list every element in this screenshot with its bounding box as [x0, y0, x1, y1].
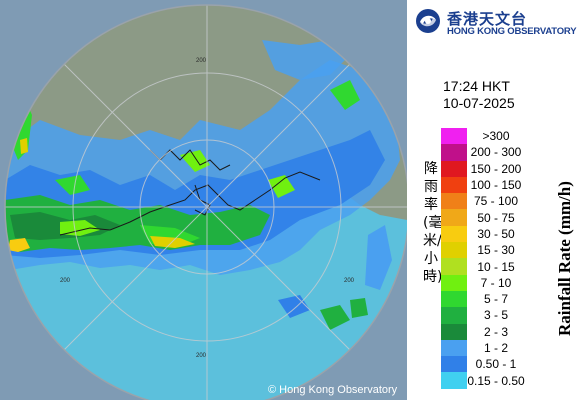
legend-label: 3 - 5	[483, 308, 508, 323]
radar-disk: 200 200 200 200	[5, 5, 407, 400]
legend-label: >300	[482, 129, 510, 144]
legend-swatch	[441, 242, 467, 259]
legend-swatch	[441, 225, 467, 243]
boundary-lines	[59, 149, 321, 236]
copyright-text: © Hong Kong Observatory	[268, 384, 398, 396]
hko-logo: 香港天文台 HONG KONG OBSERVATORY	[413, 6, 577, 40]
legend-label: 150 - 200	[470, 161, 522, 176]
range-rings	[5, 5, 407, 400]
legend-row: 75 - 100	[441, 193, 525, 210]
radar-rim	[4, 4, 407, 400]
radar-map: 200 200 200 200 © Hong Kong Observatory	[0, 0, 407, 400]
legend-title-english: Rainfall Rate (mm/h)	[555, 181, 574, 336]
legend-row: 2 - 3	[441, 323, 525, 340]
legend-row: 10 - 15	[441, 258, 525, 275]
legend-label: 15 - 30	[477, 243, 515, 258]
legend-row: 5 - 7	[441, 290, 525, 308]
legend-label: 7 - 10	[480, 275, 512, 290]
radar-map-canvas: 200 200 200 200	[4, 4, 407, 400]
legend-label: 200 - 300	[470, 145, 522, 160]
legend-panel: 香港天文台 HONG KONG OBSERVATORY 17:24 HKT 10…	[407, 0, 577, 400]
legend-row: 0.50 - 1	[441, 356, 525, 373]
hko-name-chinese: 香港天文台	[447, 10, 528, 28]
legend-swatch	[441, 323, 467, 340]
legend-swatch	[441, 356, 467, 373]
legend-swatch	[441, 339, 467, 357]
timestamp-time: 17:24 HKT	[443, 78, 510, 94]
legend-swatch	[441, 160, 467, 177]
legend-row: 7 - 10	[441, 274, 525, 291]
legend-swatch	[441, 144, 467, 161]
range-label: 200	[60, 278, 71, 284]
range-label: 200	[344, 278, 355, 284]
hko-logo-icon	[416, 9, 440, 33]
legend-title-chinese: 降雨率(毫米/小時)	[423, 161, 443, 285]
legend-row: 1 - 2	[441, 339, 525, 357]
legend-row: 15 - 30	[441, 242, 525, 259]
legend-swatch	[441, 176, 467, 194]
legend-label: 0.50 - 1	[475, 357, 517, 372]
range-label: 200	[196, 353, 207, 359]
legend-label: 30 - 50	[477, 226, 515, 241]
legend-swatch	[441, 193, 467, 210]
legend-swatch	[441, 274, 467, 291]
hko-name-english: HONG KONG OBSERVATORY	[447, 26, 577, 37]
legend-label: 50 - 75	[477, 210, 515, 225]
legend-label: 2 - 3	[483, 324, 508, 339]
legend-row: 50 - 75	[441, 209, 525, 226]
legend-label: 5 - 7	[483, 292, 508, 307]
legend-row: 30 - 50	[441, 225, 525, 243]
legend-row: 3 - 5	[441, 307, 525, 324]
legend-label: 1 - 2	[483, 341, 508, 355]
legend-swatch	[441, 307, 467, 324]
legend-row: >300	[441, 128, 525, 145]
legend-swatch	[441, 209, 467, 226]
legend-row: 200 - 300	[441, 144, 525, 161]
range-label: 200	[196, 58, 207, 64]
range-labels: 200 200 200 200	[60, 58, 355, 359]
legend-row: 150 - 200	[441, 160, 525, 177]
legend-label: 0.15 - 0.50	[467, 373, 525, 388]
rainfall-legend: >300 200 - 300 150 - 200 100 - 150 75 - 100 5…	[441, 128, 525, 389]
legend-row: 100 - 150	[441, 176, 525, 194]
timestamp-date: 10-07-2025	[443, 95, 515, 111]
legend-swatch	[441, 290, 467, 308]
legend-swatch	[441, 128, 467, 145]
legend-label: 75 - 100	[473, 194, 519, 209]
legend-label: 10 - 15	[477, 259, 515, 274]
legend-row: 0.15 - 0.50	[441, 372, 525, 389]
legend-label: 100 - 150	[470, 178, 522, 193]
legend-swatch	[441, 372, 467, 389]
legend-swatch	[441, 258, 467, 275]
